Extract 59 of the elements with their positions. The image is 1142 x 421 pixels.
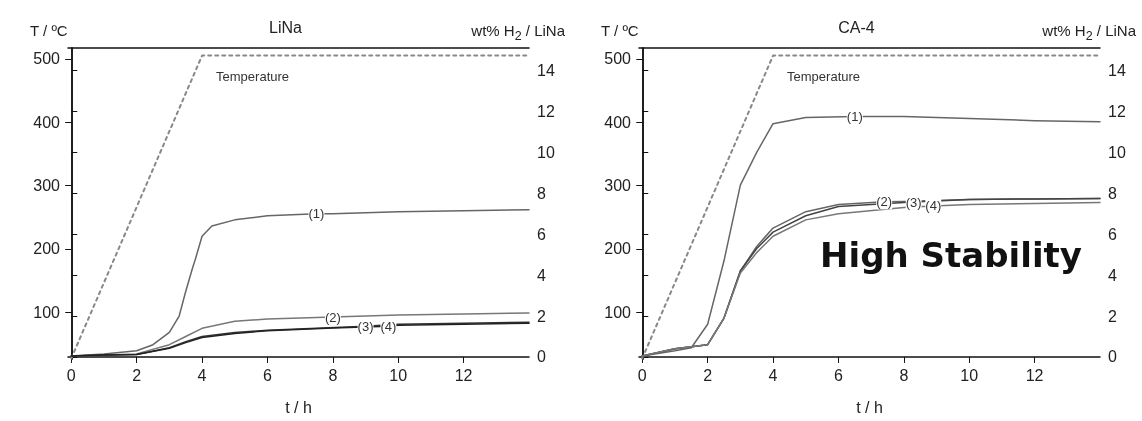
series-label: (1): [308, 206, 325, 222]
y-tick-label: 300: [33, 176, 61, 194]
x-tick-label: 12: [454, 366, 473, 384]
annotation: High Stability: [820, 235, 1082, 275]
x-tick-label: 2: [703, 366, 713, 384]
y2-tick-label: 8: [537, 184, 546, 202]
y2-tick-label: 12: [1108, 102, 1126, 120]
x-tick-label: 2: [132, 366, 142, 384]
x-axis-title: t / h: [285, 398, 312, 416]
y2-tick-label: 0: [537, 348, 546, 366]
y-tick-label: 100: [604, 303, 632, 321]
y-tick-label: 500: [33, 50, 61, 68]
x-tick-label: 8: [328, 366, 338, 384]
series-label: (3): [357, 318, 374, 334]
series-label: (2): [324, 309, 341, 325]
y-tick-label: 200: [33, 240, 61, 258]
series-label: Temperature: [216, 68, 290, 84]
y2-tick-label: 4: [1108, 266, 1117, 284]
chart-title: LiNa: [269, 18, 303, 36]
y-tick-label: 500: [604, 50, 632, 68]
series-label: (4): [380, 318, 397, 334]
y2-axis-title: wt% H$_{2}$ / LiNa: [1042, 22, 1136, 43]
x-axis-title: t / h: [856, 398, 883, 416]
y2-tick-label: 10: [537, 143, 555, 161]
y2-tick-label: 14: [537, 62, 555, 80]
x-tick-label: 0: [66, 366, 76, 384]
y-axis-title: T / ºC: [601, 22, 639, 39]
x-tick-label: 4: [768, 366, 778, 384]
y2-tick-label: 0: [1108, 348, 1117, 366]
y2-tick-label: 6: [537, 225, 546, 243]
series-label: (2): [876, 194, 893, 210]
y-tick-label: 200: [604, 240, 632, 258]
x-tick-label: 0: [637, 366, 647, 384]
series-label: Temperature: [787, 68, 861, 84]
y2-tick-label: 8: [1108, 184, 1117, 202]
x-tick-label: 10: [389, 366, 408, 384]
y-axis-title: T / ºC: [30, 22, 68, 39]
y-tick-label: 100: [33, 303, 61, 321]
x-tick-label: 6: [262, 366, 272, 384]
y-tick-label: 400: [604, 113, 632, 131]
x-tick-label: 12: [1025, 366, 1044, 384]
y2-tick-label: 4: [537, 266, 546, 284]
y2-tick-label: 2: [537, 307, 546, 325]
series-label: (3): [905, 194, 922, 210]
x-tick-label: 8: [899, 366, 909, 384]
y-tick-label: 300: [604, 176, 632, 194]
y2-tick-label: 10: [1108, 143, 1126, 161]
y2-axis-title: wt% H$_{2}$ / LiNa: [471, 22, 565, 43]
y2-tick-label: 2: [1108, 307, 1117, 325]
chart-title: CA-4: [838, 18, 875, 36]
y2-tick-label: 6: [1108, 225, 1117, 243]
y2-tick-label: 12: [537, 102, 555, 120]
series-label: (1): [846, 109, 863, 125]
x-tick-label: 10: [960, 366, 979, 384]
x-tick-label: 4: [197, 366, 207, 384]
series-label: (4): [925, 198, 942, 214]
y-tick-label: 400: [33, 113, 61, 131]
x-tick-label: 6: [833, 366, 843, 384]
y2-tick-label: 14: [1108, 62, 1126, 80]
